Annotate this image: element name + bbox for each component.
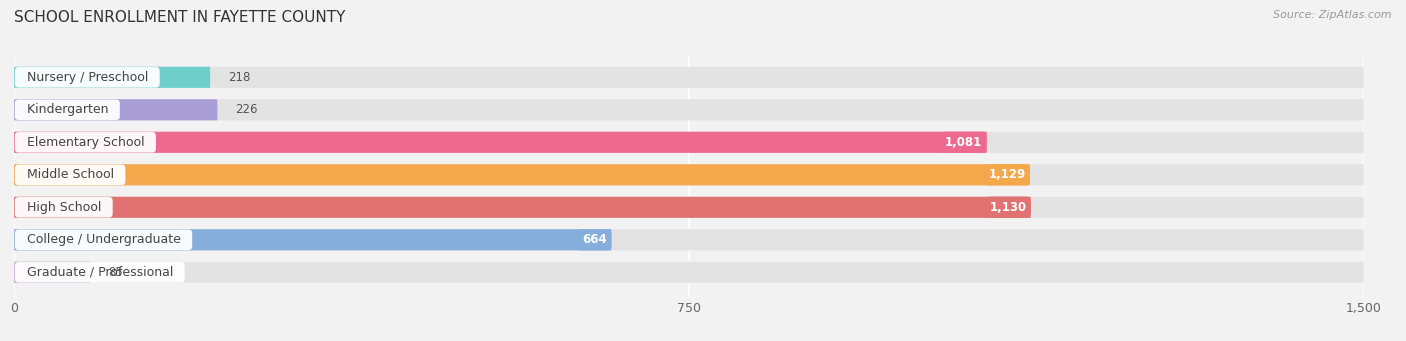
Text: College / Undergraduate: College / Undergraduate (18, 233, 188, 246)
Text: High School: High School (18, 201, 108, 214)
FancyBboxPatch shape (14, 132, 1364, 153)
FancyBboxPatch shape (14, 164, 1031, 186)
FancyBboxPatch shape (14, 262, 1364, 283)
FancyBboxPatch shape (14, 197, 1031, 218)
Text: Kindergarten: Kindergarten (18, 103, 117, 116)
FancyBboxPatch shape (14, 262, 90, 283)
FancyBboxPatch shape (14, 67, 1364, 88)
FancyBboxPatch shape (14, 99, 218, 120)
FancyBboxPatch shape (14, 229, 1364, 250)
Text: 218: 218 (228, 71, 250, 84)
Text: Graduate / Professional: Graduate / Professional (18, 266, 181, 279)
Text: Middle School: Middle School (18, 168, 122, 181)
Text: 226: 226 (235, 103, 257, 116)
FancyBboxPatch shape (14, 67, 211, 88)
Text: 1,130: 1,130 (990, 201, 1026, 214)
Text: Nursery / Preschool: Nursery / Preschool (18, 71, 156, 84)
Text: Elementary School: Elementary School (18, 136, 152, 149)
Text: 1,081: 1,081 (945, 136, 983, 149)
FancyBboxPatch shape (14, 164, 1364, 186)
Text: 85: 85 (108, 266, 124, 279)
FancyBboxPatch shape (14, 229, 612, 250)
Text: SCHOOL ENROLLMENT IN FAYETTE COUNTY: SCHOOL ENROLLMENT IN FAYETTE COUNTY (14, 10, 346, 25)
Text: 664: 664 (582, 233, 607, 246)
FancyBboxPatch shape (14, 99, 1364, 120)
Text: 1,129: 1,129 (988, 168, 1025, 181)
Text: Source: ZipAtlas.com: Source: ZipAtlas.com (1274, 10, 1392, 20)
FancyBboxPatch shape (14, 132, 987, 153)
FancyBboxPatch shape (14, 197, 1364, 218)
